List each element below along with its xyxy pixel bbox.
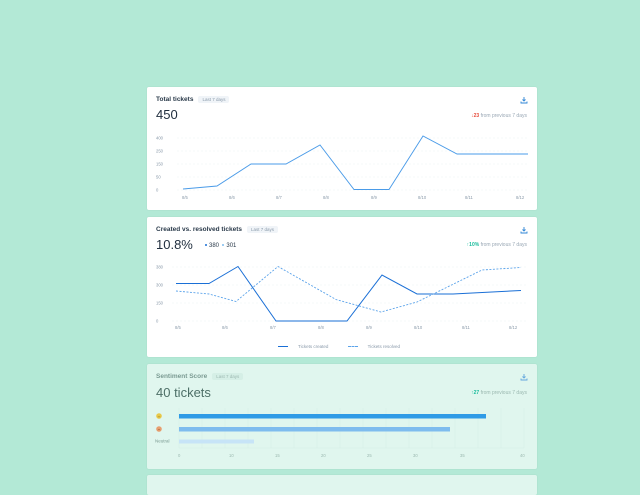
svg-text:0: 0: [178, 453, 181, 458]
svg-text:300: 300: [156, 283, 164, 288]
chart-legend: Tickets created Tickets resolved: [147, 344, 537, 349]
svg-text:8/6: 8/6: [229, 195, 235, 200]
svg-text:20: 20: [321, 453, 326, 458]
total-tickets-value: 450: [156, 107, 178, 122]
svg-text:0: 0: [156, 319, 159, 324]
ratio-value: 10.8%: [156, 237, 193, 252]
svg-text:400: 400: [156, 136, 164, 141]
svg-text:8/10: 8/10: [418, 195, 427, 200]
card-title: Total tickets Last 7 days: [156, 96, 230, 103]
svg-text:8/7: 8/7: [270, 325, 276, 330]
svg-text:150: 150: [156, 301, 164, 306]
card-title: Sentiment Score Last 7 days: [156, 373, 244, 380]
svg-text:8/8: 8/8: [318, 325, 324, 330]
svg-text:50: 50: [156, 175, 161, 180]
svg-text:8/6: 8/6: [222, 325, 228, 330]
negative-face-icon: [156, 426, 162, 432]
delta-text: ↑10% from previous 7 days: [466, 242, 527, 248]
arrow-down-icon: ↓: [471, 113, 474, 119]
sentiment-bar-chart: Neutral 0 10 15 20 25 30 35 40: [155, 408, 525, 458]
svg-text:35: 35: [460, 453, 465, 458]
svg-text:8/10: 8/10: [414, 325, 423, 330]
sentiment-total-value: 40 tickets: [156, 385, 211, 400]
svg-text:0: 0: [156, 188, 159, 193]
counts-legend: 380 301: [205, 243, 236, 249]
svg-text:30: 30: [413, 453, 418, 458]
svg-text:8/5: 8/5: [182, 195, 188, 200]
download-icon[interactable]: [520, 226, 528, 234]
created-vs-resolved-card: Created vs. resolved tickets Last 7 days …: [147, 217, 537, 357]
arrow-up-icon: ↑: [471, 390, 474, 396]
next-card: [147, 475, 537, 495]
period-badge[interactable]: Last 7 days: [247, 226, 279, 233]
legend-resolved[interactable]: Tickets resolved: [347, 344, 406, 349]
created-dot-icon: [205, 244, 207, 247]
delta-text: ↓23 from previous 7 days: [471, 113, 527, 119]
svg-text:8/12: 8/12: [509, 325, 518, 330]
svg-text:8/11: 8/11: [465, 195, 474, 200]
svg-text:8/5: 8/5: [175, 325, 181, 330]
created-resolved-chart: 380 300 150 0 8/5 8/6 8/7 8/8 8/9 8/10 8/11 8/12: [156, 265, 527, 330]
svg-text:150: 150: [156, 162, 164, 167]
svg-text:8/12: 8/12: [516, 195, 525, 200]
svg-text:Neutral: Neutral: [155, 439, 170, 444]
total-tickets-card: Total tickets Last 7 days 450 ↓23 from pr…: [147, 87, 537, 210]
svg-text:15: 15: [275, 453, 280, 458]
svg-text:8/8: 8/8: [323, 195, 329, 200]
card-title: Created vs. resolved tickets Last 7 days: [156, 226, 279, 233]
arrow-up-icon: ↑: [466, 242, 470, 248]
svg-text:8/9: 8/9: [371, 195, 377, 200]
sentiment-score-card: Sentiment Score Last 7 days 40 tickets ↑2…: [147, 364, 537, 469]
positive-face-icon: [156, 413, 162, 419]
period-badge[interactable]: Last 7 days: [198, 96, 230, 103]
svg-text:10: 10: [229, 453, 234, 458]
svg-text:40: 40: [520, 453, 525, 458]
download-icon[interactable]: [520, 96, 528, 104]
download-icon[interactable]: [520, 373, 528, 381]
svg-text:25: 25: [367, 453, 372, 458]
svg-text:8/7: 8/7: [276, 195, 282, 200]
legend-created[interactable]: Tickets created: [278, 344, 334, 349]
svg-text:380: 380: [156, 265, 164, 270]
svg-text:8/11: 8/11: [462, 325, 471, 330]
svg-text:8/9: 8/9: [366, 325, 372, 330]
period-badge[interactable]: Last 7 days: [212, 373, 244, 380]
delta-text: ↑27 from previous 7 days: [471, 390, 527, 396]
total-tickets-chart: 400 250 150 50 0 8/5 8/6 8/7 8/8 8/9 8/10 8/11 8/12: [156, 135, 528, 200]
resolved-dot-icon: [222, 244, 225, 247]
svg-text:250: 250: [156, 149, 164, 154]
